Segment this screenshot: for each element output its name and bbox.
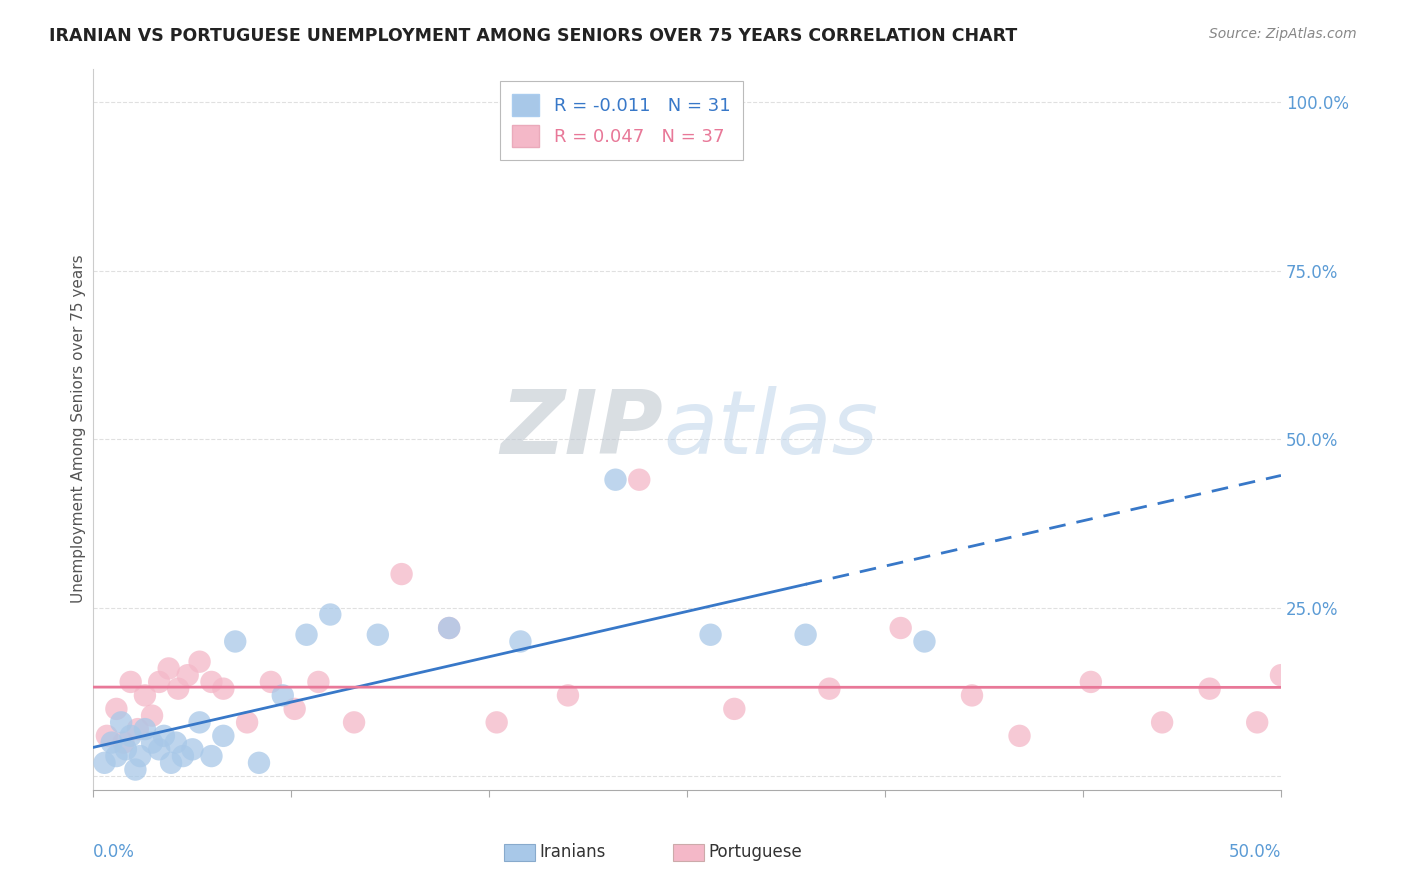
- Point: [176, 668, 198, 682]
- Point: [134, 722, 156, 736]
- Point: [141, 708, 163, 723]
- Text: 50.0%: 50.0%: [1229, 843, 1281, 861]
- Point: [723, 702, 745, 716]
- Point: [236, 715, 259, 730]
- Text: Portuguese: Portuguese: [707, 843, 801, 861]
- Point: [224, 634, 246, 648]
- Point: [148, 742, 170, 756]
- Point: [437, 621, 460, 635]
- Point: [485, 715, 508, 730]
- Text: ZIP: ZIP: [501, 385, 664, 473]
- Point: [307, 674, 329, 689]
- Point: [165, 736, 187, 750]
- Point: [120, 729, 142, 743]
- Point: [914, 634, 936, 648]
- Point: [115, 742, 138, 756]
- Point: [367, 628, 389, 642]
- Point: [319, 607, 342, 622]
- Point: [148, 674, 170, 689]
- Point: [105, 702, 128, 716]
- Point: [212, 729, 235, 743]
- Point: [271, 689, 294, 703]
- Point: [96, 729, 118, 743]
- Point: [1294, 681, 1316, 696]
- Text: Source: ZipAtlas.com: Source: ZipAtlas.com: [1209, 27, 1357, 41]
- Point: [1198, 681, 1220, 696]
- Point: [188, 655, 211, 669]
- Point: [247, 756, 270, 770]
- Point: [818, 681, 841, 696]
- Point: [1317, 722, 1340, 736]
- Point: [160, 756, 183, 770]
- Point: [699, 628, 721, 642]
- Point: [172, 749, 194, 764]
- Point: [105, 749, 128, 764]
- Point: [284, 702, 307, 716]
- Point: [129, 749, 152, 764]
- Point: [212, 681, 235, 696]
- Text: atlas: atlas: [664, 386, 877, 472]
- Point: [112, 736, 135, 750]
- Point: [110, 715, 132, 730]
- Point: [260, 674, 283, 689]
- Point: [605, 473, 627, 487]
- Legend: R = -0.011   N = 31, R = 0.047   N = 37: R = -0.011 N = 31, R = 0.047 N = 37: [499, 81, 744, 160]
- Point: [1246, 715, 1268, 730]
- Point: [343, 715, 366, 730]
- Point: [794, 628, 817, 642]
- Point: [1341, 681, 1364, 696]
- Point: [628, 473, 651, 487]
- Point: [437, 621, 460, 635]
- Point: [960, 689, 983, 703]
- Point: [1152, 715, 1174, 730]
- Point: [181, 742, 204, 756]
- Point: [1008, 729, 1031, 743]
- Point: [120, 674, 142, 689]
- Point: [557, 689, 579, 703]
- Point: [1080, 674, 1102, 689]
- Point: [93, 756, 115, 770]
- Point: [295, 628, 318, 642]
- Point: [1270, 668, 1292, 682]
- Point: [509, 634, 531, 648]
- Point: [141, 736, 163, 750]
- Text: Iranians: Iranians: [538, 843, 606, 861]
- Point: [391, 567, 413, 582]
- Point: [890, 621, 912, 635]
- Point: [124, 763, 146, 777]
- Point: [167, 681, 190, 696]
- Text: IRANIAN VS PORTUGUESE UNEMPLOYMENT AMONG SENIORS OVER 75 YEARS CORRELATION CHART: IRANIAN VS PORTUGUESE UNEMPLOYMENT AMONG…: [49, 27, 1018, 45]
- Point: [188, 715, 211, 730]
- Point: [200, 674, 222, 689]
- Text: 0.0%: 0.0%: [93, 843, 135, 861]
- Point: [200, 749, 222, 764]
- Point: [100, 736, 122, 750]
- Point: [153, 729, 176, 743]
- Point: [127, 722, 149, 736]
- Point: [134, 689, 156, 703]
- Point: [157, 661, 180, 675]
- Y-axis label: Unemployment Among Seniors over 75 years: Unemployment Among Seniors over 75 years: [72, 255, 86, 604]
